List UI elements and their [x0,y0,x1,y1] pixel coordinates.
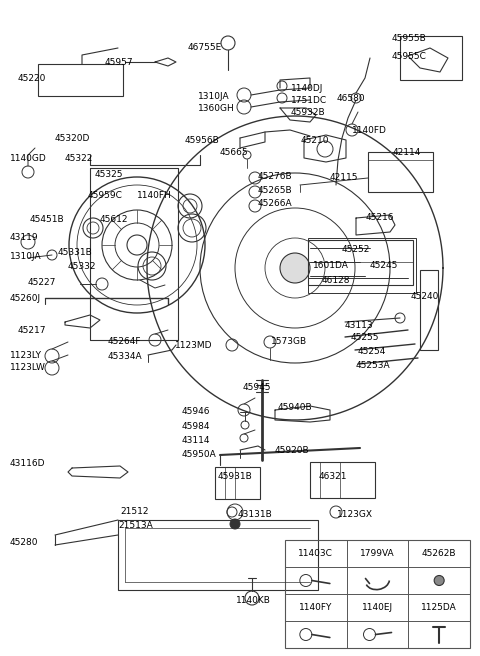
Bar [308,238,416,293]
Bar [215,467,260,499]
Text: 45254: 45254 [358,347,386,356]
Text: 1751DC: 1751DC [291,96,327,105]
Text: 45940B: 45940B [278,403,312,412]
Text: 1140KB: 1140KB [236,596,271,605]
Text: 1601DA: 1601DA [313,261,349,270]
Text: 45280: 45280 [10,538,38,547]
Text: 1140FD: 1140FD [352,126,387,135]
Text: 43113: 43113 [345,321,373,330]
Bar [400,36,462,80]
Circle shape [280,253,310,283]
Text: 45920B: 45920B [275,446,310,455]
Bar [420,270,438,350]
Text: 45957: 45957 [105,58,133,67]
Text: 45955C: 45955C [392,52,427,61]
Text: 45255: 45255 [351,333,380,342]
Text: 1123GX: 1123GX [337,510,373,519]
Text: 11403C: 11403C [299,549,333,558]
Text: 45959C: 45959C [88,191,123,200]
Text: 45220: 45220 [18,74,47,83]
Text: 45945: 45945 [243,383,272,392]
Bar [38,64,123,96]
Text: 45217: 45217 [18,326,47,335]
Bar [118,520,318,590]
Text: 45322: 45322 [65,154,94,163]
Text: 45266A: 45266A [258,199,293,208]
Text: 1123LY: 1123LY [10,351,42,360]
Text: 46755E: 46755E [188,43,222,52]
Text: 46580: 46580 [337,94,366,103]
Text: 21513A: 21513A [118,521,153,530]
Text: 1140FY: 1140FY [299,603,333,612]
Text: 43131B: 43131B [238,510,273,519]
Bar [308,240,413,285]
Text: 46128: 46128 [322,276,350,285]
Text: 45931B: 45931B [218,472,253,481]
Text: 45253A: 45253A [356,361,391,370]
Text: 45227: 45227 [28,278,56,287]
Circle shape [434,575,444,586]
Text: 1123MD: 1123MD [175,341,213,350]
Text: 45264F: 45264F [108,337,142,346]
Text: 45950A: 45950A [182,450,217,459]
Text: 43114: 43114 [182,436,211,445]
Text: 43119: 43119 [10,233,38,242]
Text: 1123LW: 1123LW [10,363,46,372]
Text: 1573GB: 1573GB [271,337,307,346]
Text: 1140DJ: 1140DJ [291,84,324,93]
Text: 1310JA: 1310JA [198,92,229,101]
Text: 45240: 45240 [411,292,439,301]
Text: 45260J: 45260J [10,294,41,303]
Text: 45252: 45252 [342,245,371,254]
Circle shape [230,519,240,529]
Text: 45946: 45946 [182,407,211,416]
Text: 45210: 45210 [301,136,329,145]
Bar [310,462,375,498]
Bar [285,540,470,648]
Text: 21512: 21512 [120,507,148,516]
Text: 45320D: 45320D [55,134,90,143]
Text: 42114: 42114 [393,148,421,157]
Text: 45955B: 45955B [392,34,427,43]
Text: 1310JA: 1310JA [10,252,42,261]
Text: 45331B: 45331B [58,248,93,257]
Text: 42115: 42115 [330,173,359,182]
Text: 45262B: 45262B [422,549,456,558]
Bar [368,152,433,192]
Text: 45265B: 45265B [258,186,293,195]
Text: 45216: 45216 [366,213,395,222]
Text: 1125DA: 1125DA [421,603,457,612]
Text: 1799VA: 1799VA [360,549,395,558]
Text: 45245: 45245 [370,261,398,270]
Text: 1140GD: 1140GD [10,154,47,163]
Text: 45956B: 45956B [185,136,220,145]
Text: 1140FH: 1140FH [137,191,172,200]
Text: 1140EJ: 1140EJ [362,603,393,612]
Text: 46321: 46321 [319,472,348,481]
Text: 45451B: 45451B [30,215,65,224]
Text: 45325: 45325 [95,170,123,179]
Text: 45276B: 45276B [258,172,293,181]
Text: 45332: 45332 [68,262,96,271]
Text: 45612: 45612 [100,215,129,224]
Text: 43116D: 43116D [10,459,46,468]
Text: 45334A: 45334A [108,352,143,361]
Text: 1360GH: 1360GH [198,104,235,113]
Text: 45932B: 45932B [291,108,325,117]
Text: 45984: 45984 [182,422,211,431]
Text: 45665: 45665 [220,148,249,157]
